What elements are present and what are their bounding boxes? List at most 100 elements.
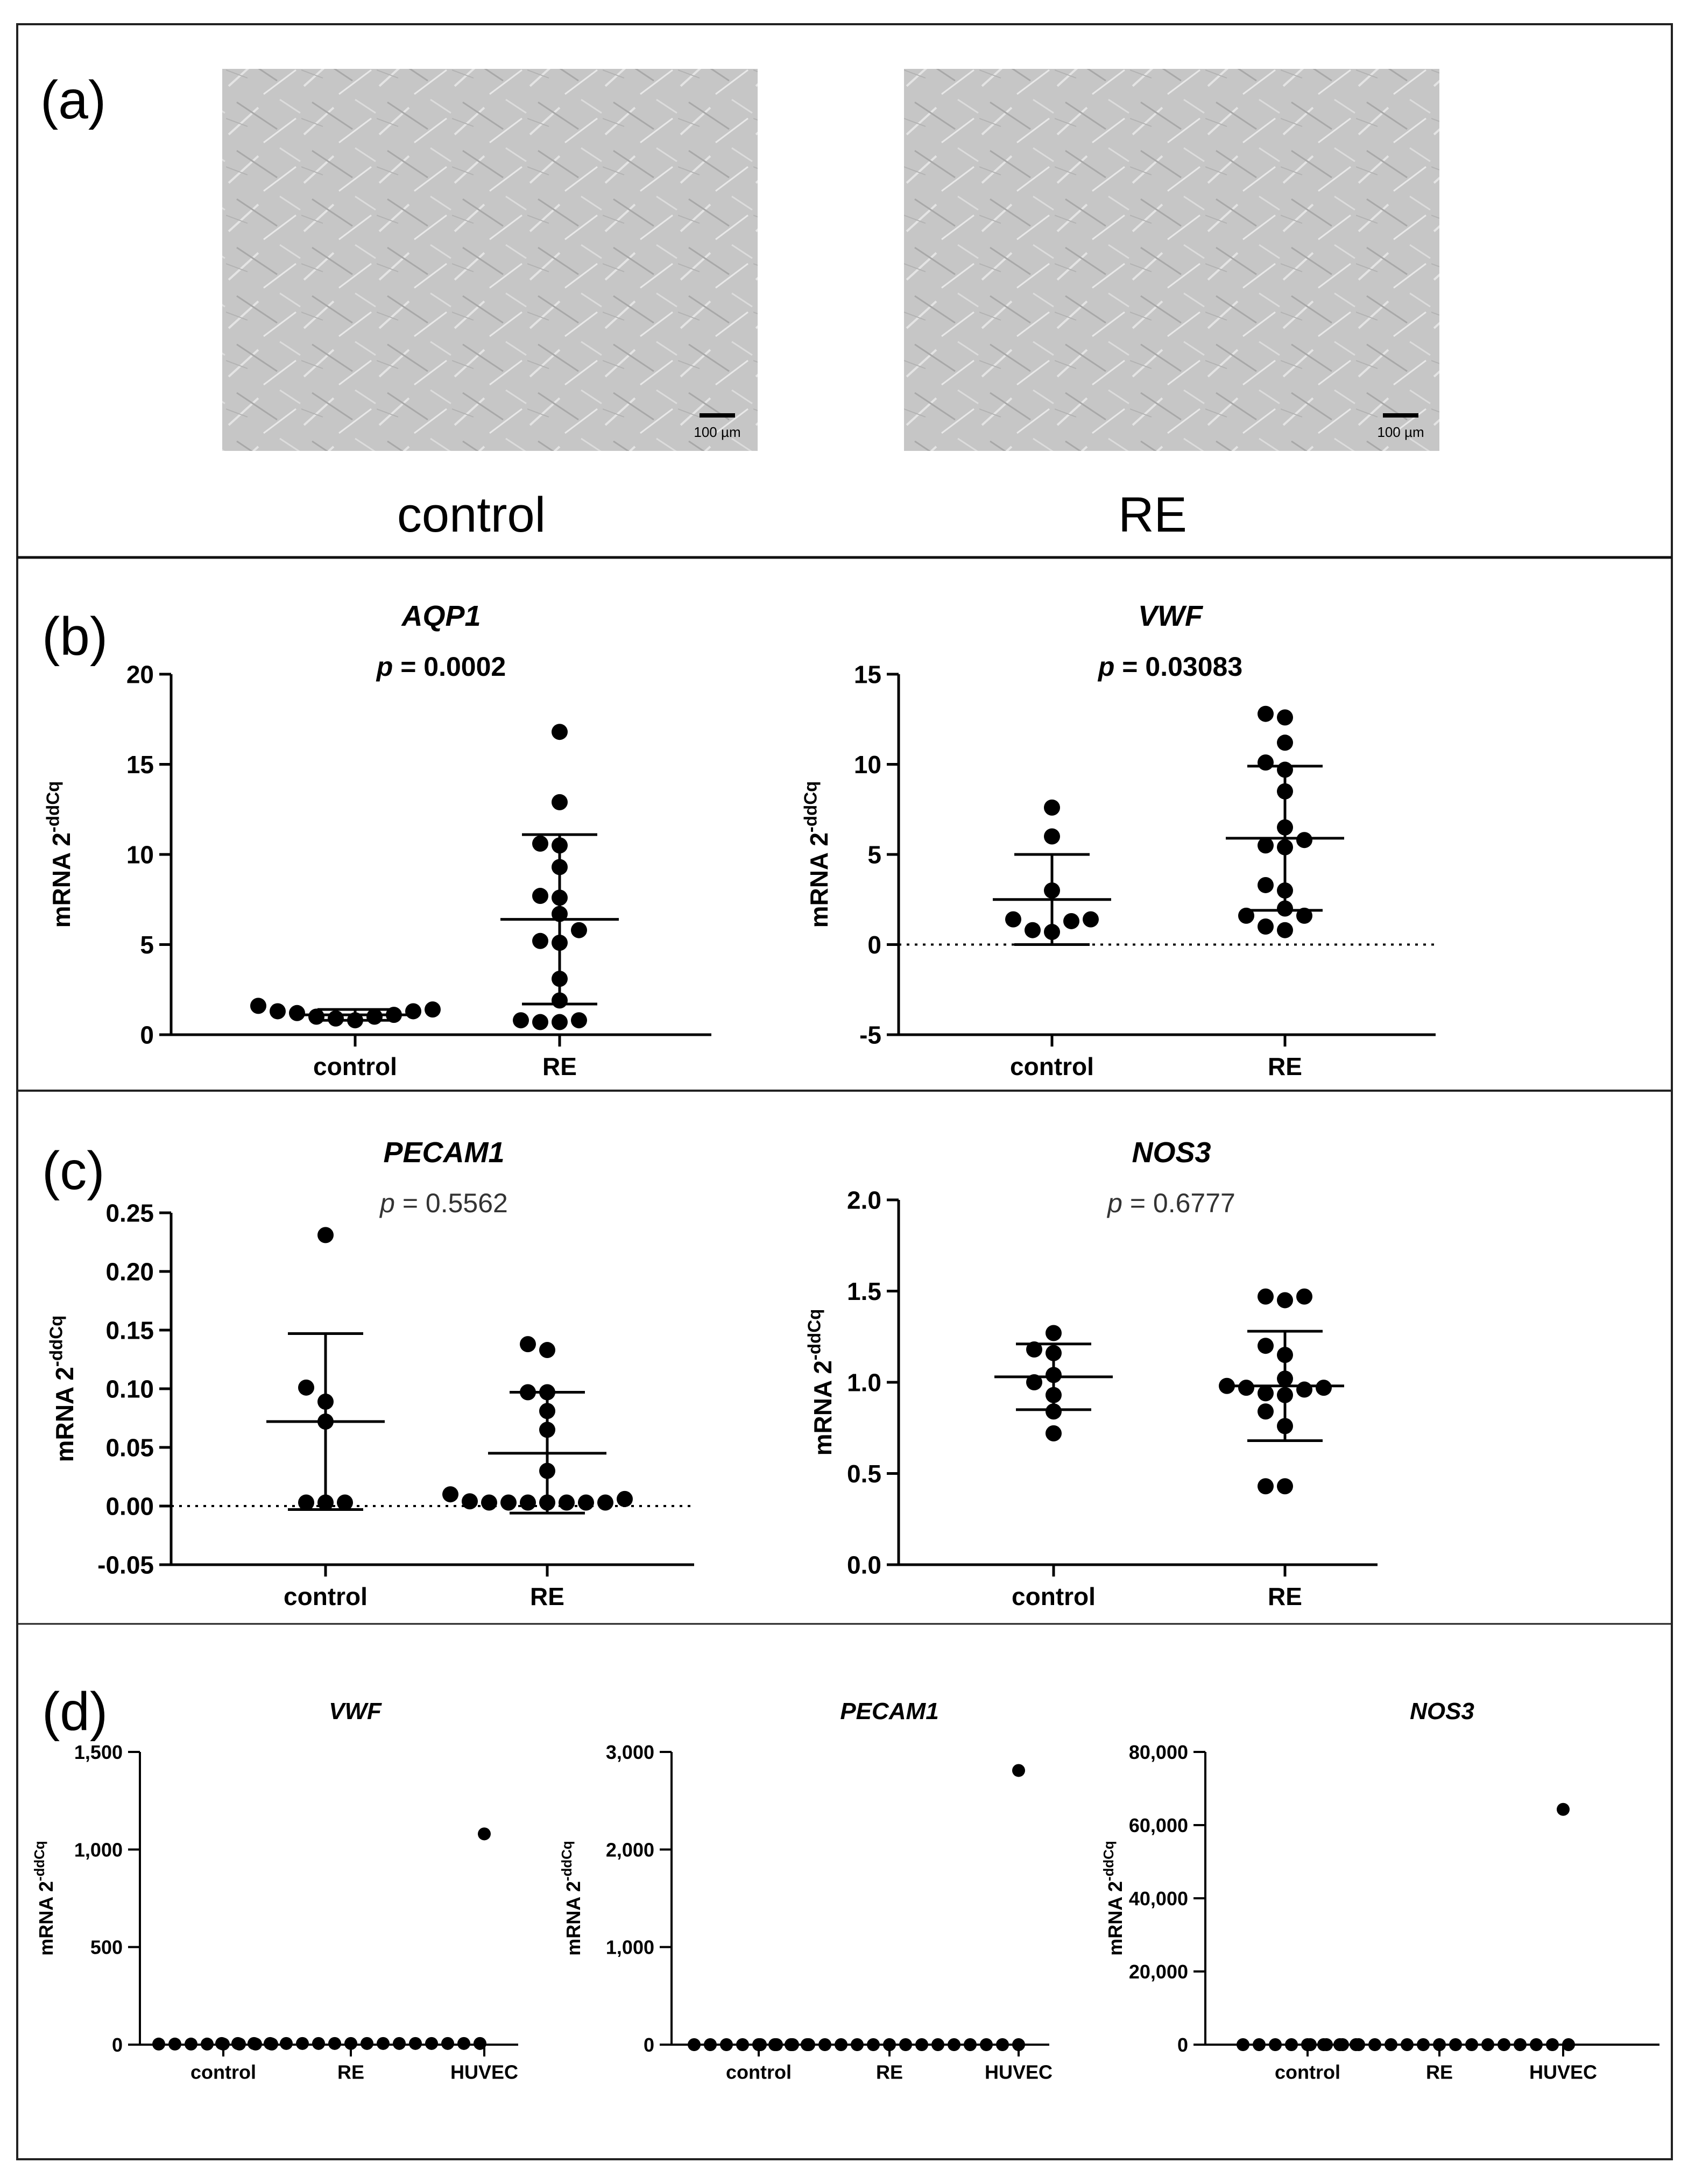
y-axis-label: mRNA 2-ddCq (804, 1309, 837, 1456)
data-point (704, 2038, 717, 2051)
data-point (500, 1494, 517, 1511)
data-point (201, 2037, 214, 2051)
data-point (883, 2038, 896, 2051)
data-point (597, 1494, 613, 1511)
data-point (1401, 2038, 1414, 2051)
y-tick-label: 20 (126, 661, 154, 689)
data-point (532, 932, 548, 949)
data-point (248, 2037, 260, 2050)
y-axis-label: mRNA 2-ddCq (560, 1841, 584, 1956)
data-point (539, 1342, 555, 1359)
panel-b-label: (b) (42, 606, 108, 667)
data-point (1238, 907, 1254, 924)
data-point (317, 1227, 334, 1243)
data-point (1449, 2038, 1462, 2051)
y-axis-label-base: mRNA 2 (47, 832, 75, 928)
data-point (1026, 1341, 1042, 1358)
data-point (312, 2037, 325, 2050)
data-point (559, 1494, 575, 1511)
data-point (442, 1486, 458, 1503)
chart-title: VWF (1138, 600, 1204, 632)
x-tick-label: RE (542, 1052, 577, 1080)
data-point (1304, 2038, 1317, 2051)
p-value-label: p = 0.5562 (379, 1188, 508, 1218)
data-point (250, 998, 266, 1014)
data-point (1063, 913, 1079, 929)
data-point (688, 2038, 701, 2051)
micrograph-caption-re: RE (1118, 487, 1187, 542)
data-point (1253, 2038, 1266, 2051)
y-axis-label: mRNA 2-ddCq (32, 1841, 57, 1956)
y-axis-label: mRNA 2-ddCq (46, 1316, 79, 1462)
y-axis-label: mRNA 2-ddCq (801, 781, 833, 928)
micrograph-caption-control: control (397, 487, 546, 542)
data-point (1258, 877, 1274, 893)
chart-d-nos3: 0 20,000 40,000 60,000 80,000 control RE HUVEC N… (1101, 1698, 1659, 2083)
data-point (1277, 922, 1293, 938)
data-point (425, 2037, 438, 2050)
data-point (185, 2037, 197, 2051)
panel-a-label: (a) (40, 70, 106, 130)
y-axis-label-superscript: -ddCq (46, 1316, 66, 1367)
data-point (405, 1003, 421, 1020)
y-axis-label-base: mRNA 2 (809, 1360, 837, 1455)
p-value-label: p = 0.6777 (1106, 1188, 1235, 1218)
data-point (478, 1827, 491, 1841)
chart-c-nos3: 0.0 0.5 1.0 1.5 2.0 control RE NOS3 p = 0.6777 mR… (804, 1136, 1378, 1610)
data-point (948, 2038, 960, 2051)
data-point (1285, 2038, 1298, 2051)
y-tick-label: 0.15 (105, 1317, 154, 1345)
y-tick-label: 0.20 (105, 1258, 154, 1286)
x-tick-label: RE (337, 2061, 364, 2083)
panel-d-label: (d) (42, 1681, 108, 1742)
data-point (1258, 1338, 1274, 1354)
y-tick-label: 15 (126, 751, 154, 779)
data-point (296, 2037, 309, 2050)
data-point (1258, 837, 1274, 854)
y-tick-label: 2,000 (606, 1839, 654, 1861)
x-tick-label: RE (876, 2061, 903, 2083)
data-point (481, 1494, 497, 1511)
y-tick-label: 0 (1177, 2034, 1188, 2056)
data-point (1044, 828, 1060, 845)
data-point (578, 1494, 594, 1511)
data-point (474, 2037, 486, 2050)
data-point (552, 724, 568, 740)
data-point (736, 2038, 749, 2051)
data-point (289, 1005, 305, 1021)
data-point (1026, 1374, 1042, 1390)
p-value-label: p = 0.03083 (1097, 652, 1242, 682)
scale-bar-label-control: 100 µm (694, 424, 740, 440)
data-point (1237, 2038, 1249, 2051)
scale-bar-re (1383, 413, 1418, 418)
panel-c-label: (c) (42, 1141, 105, 1201)
data-point (1044, 799, 1060, 816)
data-point (308, 1008, 324, 1025)
data-point (1258, 754, 1274, 771)
data-point (1498, 2038, 1510, 2051)
data-point (1481, 2038, 1494, 2051)
data-point (617, 1490, 633, 1507)
x-tick-label: control (726, 2061, 792, 2083)
x-tick-label: RE (1426, 2061, 1453, 2083)
y-axis-label-superscript: -ddCq (32, 1841, 47, 1881)
data-point (720, 2038, 733, 2051)
data-point (298, 1379, 314, 1396)
data-point (409, 2037, 422, 2050)
data-point (1368, 2038, 1381, 2051)
x-tick-label: control (313, 1052, 397, 1080)
y-tick-label: 2.0 (847, 1186, 881, 1214)
data-point (802, 2038, 815, 2051)
y-tick-label: 0.5 (847, 1460, 881, 1488)
data-point (1258, 918, 1274, 935)
data-point (1046, 1425, 1062, 1441)
data-point (532, 888, 548, 904)
x-tick-label: RE (1268, 1582, 1302, 1610)
data-point (1258, 1288, 1274, 1305)
data-point (168, 2037, 181, 2051)
data-point (344, 2037, 357, 2050)
y-tick-label: 0 (112, 2034, 123, 2056)
data-point (1417, 2038, 1430, 2051)
data-point (298, 1494, 314, 1511)
